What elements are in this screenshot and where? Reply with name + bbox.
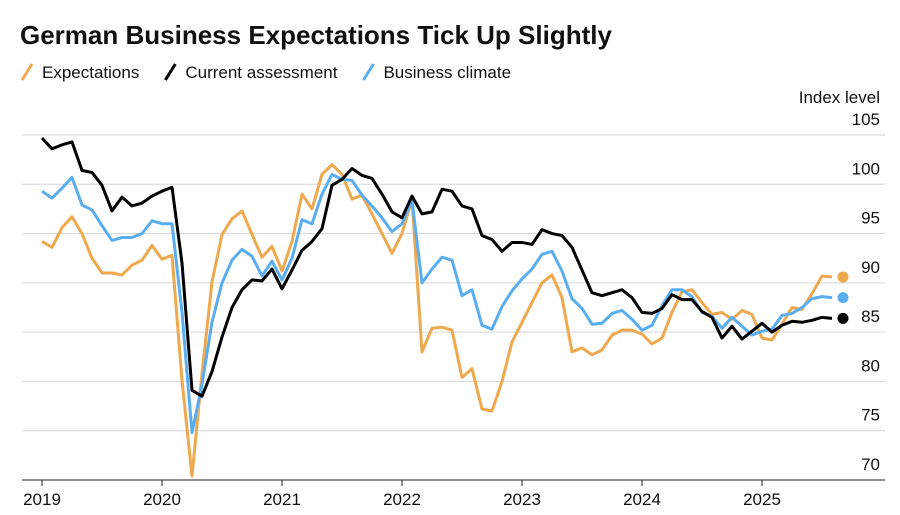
series-line <box>40 136 833 398</box>
legend-label: Expectations <box>42 63 139 82</box>
y-tick-label: 100 <box>852 159 880 178</box>
y-tick-label: 70 <box>861 455 880 474</box>
x-tick-label: 2024 <box>623 490 661 509</box>
end-dot <box>837 312 849 324</box>
y-tick-label: 80 <box>861 356 880 375</box>
y-axis-label: Index level <box>799 88 880 107</box>
x-tick-label: 2019 <box>23 490 61 509</box>
legend-label: Current assessment <box>185 63 337 82</box>
x-tick-label: 2025 <box>743 490 781 509</box>
y-tick-label: 90 <box>861 258 880 277</box>
x-tick-label: 2023 <box>503 490 541 509</box>
legend-label: Business climate <box>383 63 511 82</box>
end-dot <box>837 292 849 304</box>
y-tick-label: 75 <box>861 406 880 425</box>
legend-swatch <box>20 63 34 81</box>
series-line <box>41 172 833 435</box>
y-tick-label: 95 <box>861 209 880 228</box>
legend-swatch <box>164 63 177 81</box>
legend-swatch <box>362 63 375 81</box>
y-tick-label: 105 <box>852 110 880 129</box>
series-line <box>41 163 833 478</box>
end-dot <box>837 271 849 283</box>
x-tick-label: 2020 <box>143 490 181 509</box>
x-tick-label: 2021 <box>263 490 301 509</box>
x-tick-label: 2022 <box>383 490 421 509</box>
y-tick-label: 85 <box>861 307 880 326</box>
chart-title: German Business Expectations Tick Up Sli… <box>20 20 612 50</box>
